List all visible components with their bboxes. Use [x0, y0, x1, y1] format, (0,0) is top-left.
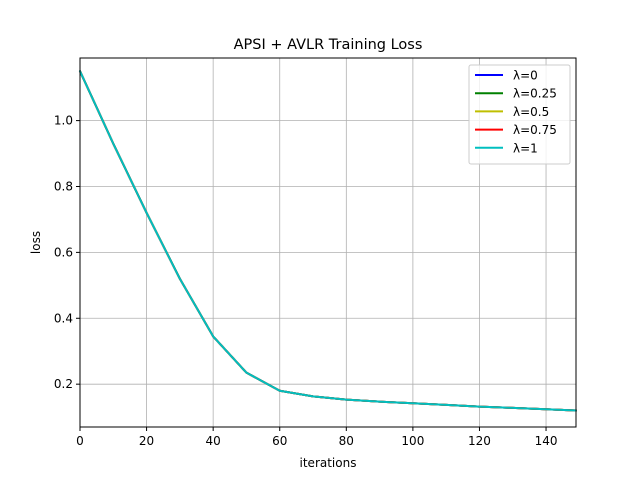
- legend-label: λ=0.75: [513, 123, 557, 137]
- legend-label: λ=0.5: [513, 105, 549, 119]
- x-tick-label: 0: [76, 434, 84, 448]
- x-tick-label: 60: [272, 434, 287, 448]
- y-axis-label: loss: [29, 231, 43, 254]
- legend-label: λ=0.25: [513, 87, 557, 101]
- y-tick-label: 0.4: [54, 311, 73, 325]
- x-tick-label: 40: [206, 434, 221, 448]
- plot-frame: [79, 57, 577, 428]
- y-tick-label: 0.6: [54, 245, 73, 259]
- x-axis-ticks: 0 20 40 60 80 100 120 140: [76, 427, 557, 448]
- x-tick-label: 20: [139, 434, 154, 448]
- chart-title: APSI + AVLR Training Loss: [234, 37, 423, 53]
- x-tick-label: 100: [401, 434, 424, 448]
- x-axis-label: iterations: [300, 456, 357, 470]
- x-tick-label: 140: [535, 434, 558, 448]
- legend-label: λ=1: [513, 141, 538, 155]
- y-tick-label: 0.2: [54, 377, 73, 391]
- series-lines: [79, 70, 577, 412]
- y-tick-label: 1.0: [54, 114, 73, 128]
- legend-box: [468, 64, 571, 165]
- x-tick-label: 120: [468, 434, 491, 448]
- y-axis-ticks: 0.2 0.4 0.6 0.8 1.0: [54, 114, 80, 391]
- series-line-4: [79, 70, 577, 412]
- x-tick-label: 80: [339, 434, 354, 448]
- legend-label: λ=0: [513, 69, 538, 83]
- legend: λ=0 λ=0.25 λ=0.5 λ=0.75 λ=1: [468, 64, 571, 165]
- y-tick-label: 0.8: [54, 179, 73, 193]
